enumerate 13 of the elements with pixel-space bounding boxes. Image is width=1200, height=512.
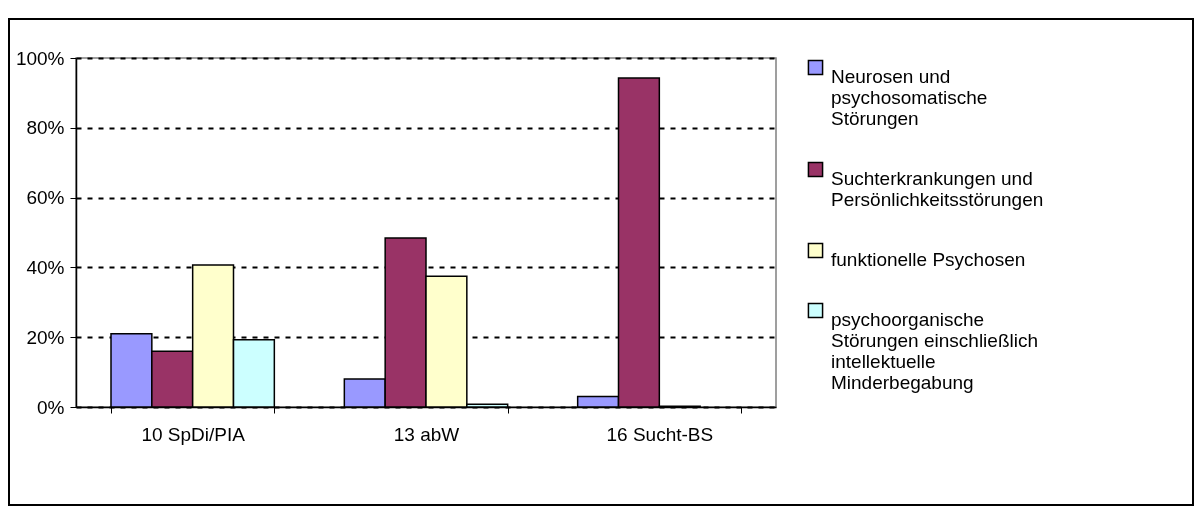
x-tick-label: 13 abW [393,423,460,445]
legend-label: Suchterkrankungen und Persönlichkeitsstörungen [831,167,1044,210]
y-tick-label: 60% [26,187,65,209]
x-tick-label: 10 SpDi/PIA [141,423,246,445]
y-tick-label: 40% [26,256,65,278]
y-tick-label: 80% [26,117,65,139]
y-tick-label: 100% [15,47,65,69]
legend-label: Neurosen und psychosomatische Störungen [831,65,988,129]
y-tick-label: 20% [26,326,65,348]
legend-label: funktionelle Psychosen [831,248,1026,270]
x-tick-label: 16 Sucht-BS [606,423,714,445]
y-tick-label: 0% [37,396,65,418]
legend-label: psychoorganische Störungen einschließlich intellektuelle Minderbegabung [831,308,1039,393]
